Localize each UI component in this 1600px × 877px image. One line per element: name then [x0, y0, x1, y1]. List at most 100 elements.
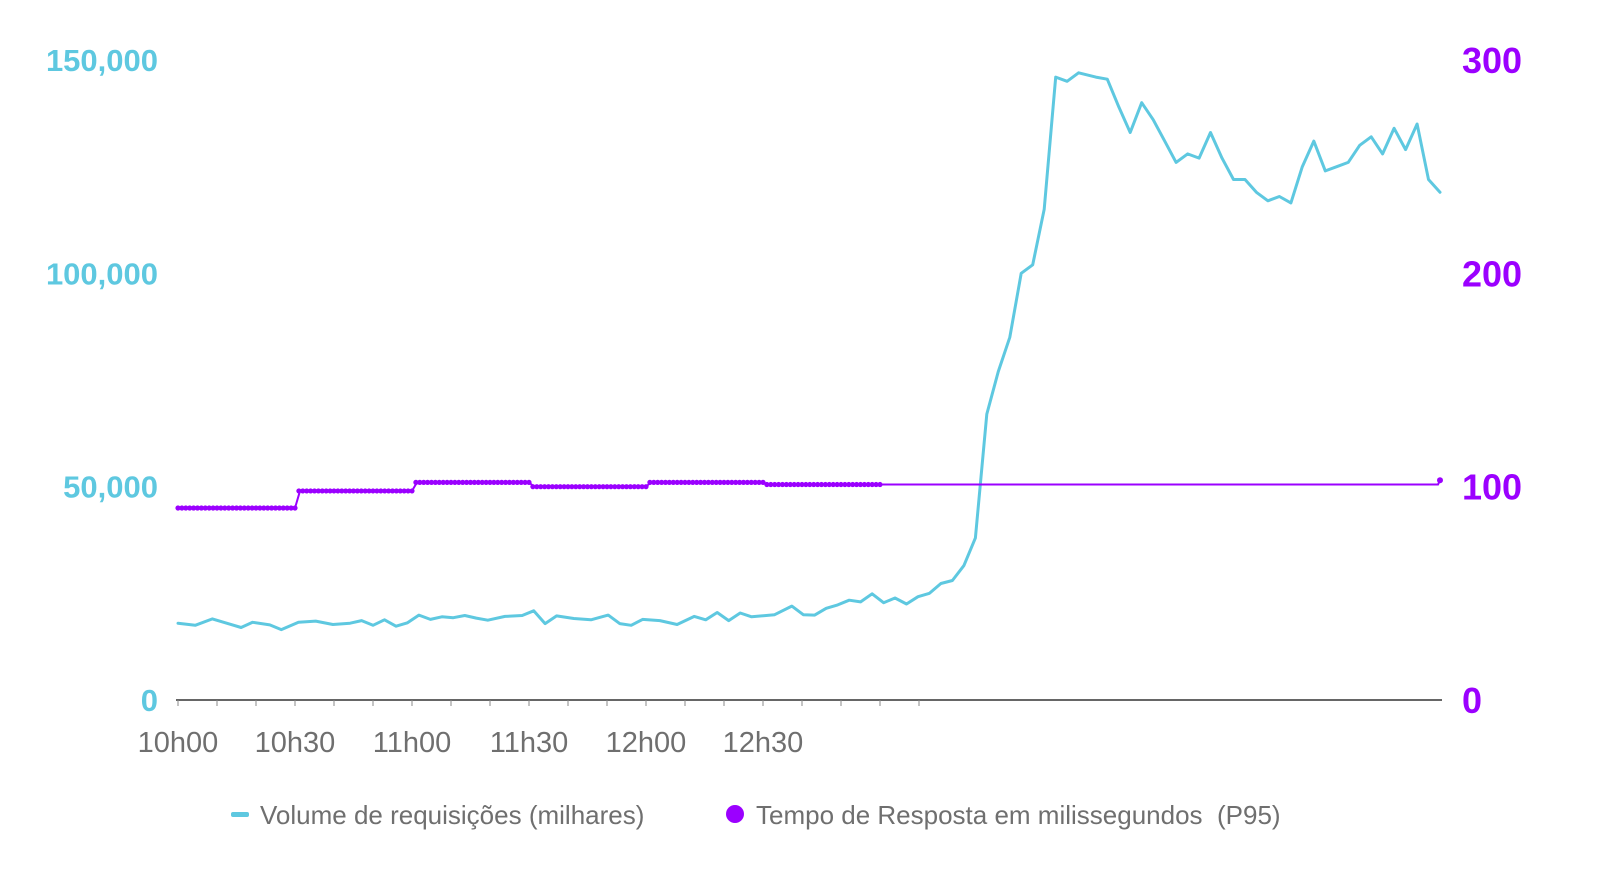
latency-point [643, 484, 649, 490]
latency-point [440, 479, 446, 485]
latency-point [432, 479, 438, 485]
x-tick-label: 10h30 [255, 727, 336, 759]
latency-point [655, 479, 661, 485]
latency-point [686, 479, 692, 485]
latency-point [670, 479, 676, 485]
latency-point [873, 481, 879, 488]
latency-point [830, 481, 836, 488]
x-tick-label: 11h00 [373, 727, 452, 759]
latency-point [331, 488, 337, 494]
latency-point [491, 479, 497, 485]
latency-point [471, 479, 477, 485]
latency-point [506, 479, 513, 485]
latency-point [479, 479, 485, 485]
x-tick-label: 11h30 [490, 727, 569, 759]
latency-point [456, 479, 462, 485]
latency-point [779, 481, 786, 488]
latency-point [545, 484, 552, 490]
latency-point [659, 479, 665, 485]
x-tick-label: 12h00 [606, 727, 687, 759]
latency-point [339, 488, 345, 494]
latency-point [300, 488, 306, 494]
latency-point [725, 479, 731, 485]
latency-point [717, 479, 723, 485]
latency-point [518, 479, 524, 485]
latency-point [612, 484, 618, 490]
left-tick-label: 0 [141, 683, 158, 718]
latency-point [756, 479, 762, 485]
latency-point [627, 484, 634, 490]
latency-point [815, 481, 821, 488]
latency-point [389, 488, 396, 494]
latency-point [350, 488, 357, 494]
latency-point [218, 505, 224, 511]
latency-point [315, 488, 321, 494]
latency-point [308, 488, 314, 494]
latency-point [764, 481, 770, 488]
legend-latency-swatch [726, 805, 744, 823]
latency-point [311, 488, 318, 494]
latency-point [428, 479, 435, 485]
latency-point [499, 479, 505, 485]
x-tick-label: 10h00 [138, 727, 219, 759]
latency-point [721, 479, 727, 485]
latency-point [272, 505, 279, 511]
latency-point [288, 505, 294, 511]
latency-point [772, 481, 778, 488]
legend-latency-label: Tempo de Resposta em milissegundos (P95) [756, 800, 1281, 830]
latency-point [666, 479, 673, 485]
latency-point [409, 488, 415, 494]
latency-point [304, 488, 310, 494]
latency-point [760, 479, 766, 485]
latency-point [748, 479, 754, 485]
latency-point [807, 481, 813, 488]
left-tick-label: 100,000 [46, 256, 158, 291]
latency-point [175, 505, 181, 511]
latency-point [265, 505, 271, 511]
latency-point [460, 479, 466, 485]
latency-point [327, 488, 333, 494]
latency-point [413, 479, 419, 485]
latency-point [296, 488, 302, 494]
latency-point [241, 505, 247, 511]
latency-point [581, 484, 587, 490]
latency-point [386, 488, 392, 494]
latency-point [487, 479, 493, 485]
latency-point [865, 481, 871, 488]
latency-point [690, 479, 696, 485]
latency-point [343, 488, 349, 494]
latency-point [261, 505, 267, 511]
latency-point [811, 481, 817, 488]
latency-point [198, 505, 204, 511]
latency-point [421, 479, 427, 485]
latency-point [214, 505, 220, 511]
latency-point [206, 505, 212, 511]
legend-volume-swatch [231, 812, 249, 817]
latency-point [179, 505, 185, 511]
latency-point [397, 488, 403, 494]
latency-point [553, 484, 559, 490]
latency-point [187, 505, 193, 511]
latency-point [592, 484, 598, 490]
latency-point [335, 488, 341, 494]
latency-point [803, 481, 809, 488]
latency-point [425, 479, 431, 485]
latency-point [822, 481, 829, 488]
left-tick-label: 150,000 [46, 43, 158, 78]
latency-point [877, 481, 883, 488]
latency-point [705, 479, 712, 485]
latency-point [842, 481, 848, 488]
latency-point [280, 505, 286, 511]
latency-point [674, 479, 680, 485]
latency-point [202, 505, 208, 511]
x-axis: 10h00 10h30 11h00 11h30 12h00 12h30 [138, 699, 1442, 759]
latency-point [584, 484, 591, 490]
latency-point [464, 479, 470, 485]
latency-point [577, 484, 583, 490]
latency-point [557, 484, 563, 490]
latency-point [737, 479, 743, 485]
latency-point [319, 488, 325, 494]
latency-point [713, 479, 719, 485]
latency-point [378, 488, 384, 494]
right-axis-ticks: 0 100 200 300 [1462, 40, 1522, 721]
